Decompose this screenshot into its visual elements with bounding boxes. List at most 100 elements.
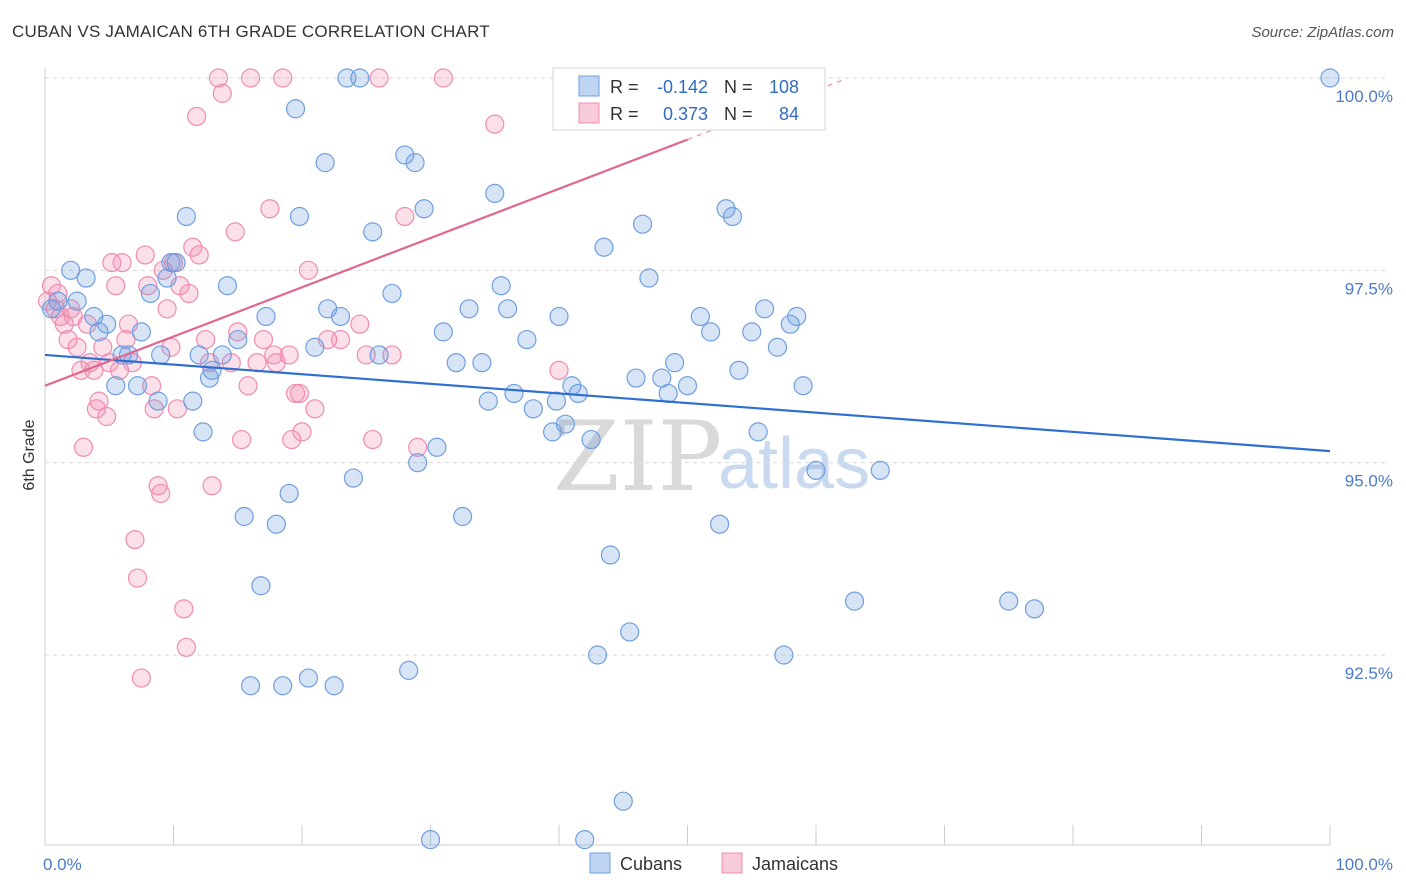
legend-r-value-1: -0.142 (657, 77, 708, 97)
cubans-point-2 (61, 260, 81, 280)
cubans-point-57 (446, 353, 466, 373)
cubans-point-64 (498, 299, 518, 319)
jamaicans-point-31 (138, 276, 158, 296)
cubans-point-27 (228, 329, 248, 350)
cubans-point-42 (330, 306, 351, 327)
cubans-points (41, 68, 1340, 850)
cubans-point-98 (774, 645, 794, 665)
cubans-point-41 (324, 676, 344, 696)
cubans-point-87 (677, 376, 698, 396)
chart-title: CUBAN VS JAMAICAN 6TH GRADE CORRELATION … (12, 22, 490, 41)
jamaicans-point-12 (77, 314, 98, 334)
cubans-point-44 (343, 468, 363, 488)
jamaicans-point-27 (125, 529, 145, 550)
jamaicans-point-18 (97, 406, 117, 427)
cubans-point-105 (999, 591, 1019, 611)
jamaicans-point-61 (260, 199, 280, 219)
jamaicans-point-76 (363, 429, 383, 450)
cubans-point-4 (76, 268, 96, 288)
jamaicans-point-9 (67, 337, 87, 357)
cubans-point-79 (613, 791, 633, 811)
cubans-trend-line (44, 353, 1331, 453)
cubans-point-23 (199, 368, 220, 388)
cubans-point-18 (166, 253, 186, 273)
jamaicans-point-46 (187, 106, 207, 127)
jamaicans-point-20 (102, 253, 122, 273)
cubans-point-65 (504, 383, 524, 404)
jamaicans-point-56 (232, 429, 252, 450)
y-tick-label-0: 92.5% (1345, 664, 1393, 683)
cubans-point-58 (453, 506, 473, 527)
cubans-point-50 (399, 660, 419, 680)
cubans-point-96 (754, 299, 775, 319)
jamaicans-point-29 (131, 668, 151, 688)
jamaicans-point-43 (176, 637, 196, 657)
cubans-point-14 (148, 391, 168, 411)
cubans-point-94 (742, 322, 762, 342)
jamaicans-point-23 (112, 253, 132, 273)
jamaicans-point-83 (549, 360, 569, 380)
cubans-point-82 (632, 214, 653, 234)
cubans-point-91 (716, 199, 736, 219)
axes (44, 68, 1331, 846)
cubans-point-15 (151, 345, 171, 365)
jamaicans-point-21 (106, 276, 126, 296)
jamaicans-point-59 (247, 353, 267, 373)
cubans-point-33 (273, 676, 293, 696)
cubans-point-8 (106, 376, 126, 396)
cubans-point-49 (395, 145, 415, 165)
cubans-point-107 (1320, 68, 1340, 88)
cubans-point-70 (549, 306, 569, 327)
jamaicans-point-34 (148, 476, 168, 496)
watermark: ZIP atlas (553, 401, 870, 513)
jamaicans-point-82 (485, 114, 505, 134)
bottom-legend: Cubans Jamaicans (589, 852, 838, 874)
jamaicans-point-52 (212, 83, 232, 103)
y-tick-label-1: 95.0% (1345, 472, 1393, 491)
legend-swatch-jamaicans (578, 102, 600, 124)
cubans-point-76 (587, 645, 608, 665)
jamaicans-point-79 (395, 206, 415, 227)
jamaicans-point-65 (279, 345, 299, 365)
jamaicans-point-40 (167, 399, 187, 419)
jamaicans-point-15 (86, 399, 107, 419)
cubans-point-7 (97, 314, 117, 334)
cubans-point-3 (67, 291, 87, 311)
jamaicans-point-80 (408, 437, 428, 457)
jamaicans-point-50 (202, 476, 222, 496)
grid-lines (45, 77, 1385, 656)
cubans-point-104 (870, 460, 890, 480)
trend-lines (44, 79, 1331, 453)
jamaicans-point-45 (183, 237, 203, 257)
cubans-point-77 (594, 237, 614, 257)
jamaicans-point-70 (298, 260, 319, 280)
bottom-legend-swatch-jamaicans (721, 852, 743, 874)
cubans-point-11 (127, 376, 148, 396)
cubans-point-52 (408, 453, 428, 473)
cubans-point-80 (620, 622, 640, 642)
jamaicans-point-47 (189, 245, 209, 265)
cubans-point-36 (289, 206, 310, 227)
cubans-point-29 (241, 676, 261, 696)
cubans-point-74 (575, 830, 595, 850)
jamaicans-point-66 (282, 429, 302, 450)
cubans-point-46 (363, 222, 383, 242)
cubans-point-83 (639, 268, 659, 288)
cubans-point-0 (41, 299, 62, 319)
cubans-point-67 (523, 399, 543, 419)
jamaicans-point-74 (350, 314, 370, 334)
cubans-point-25 (212, 345, 232, 365)
cubans-point-71 (555, 414, 576, 434)
cubans-point-95 (748, 422, 768, 442)
cubans-point-19 (176, 206, 196, 227)
jamaicans-point-68 (289, 383, 310, 404)
cubans-point-54 (427, 437, 447, 457)
jamaicans-point-30 (135, 245, 155, 265)
jamaicans-point-60 (253, 329, 274, 350)
cubans-point-39 (315, 153, 335, 173)
cubans-point-103 (844, 591, 865, 611)
cubans-point-89 (701, 322, 721, 342)
jamaicans-point-28 (127, 568, 148, 588)
cubans-point-55 (420, 830, 441, 850)
